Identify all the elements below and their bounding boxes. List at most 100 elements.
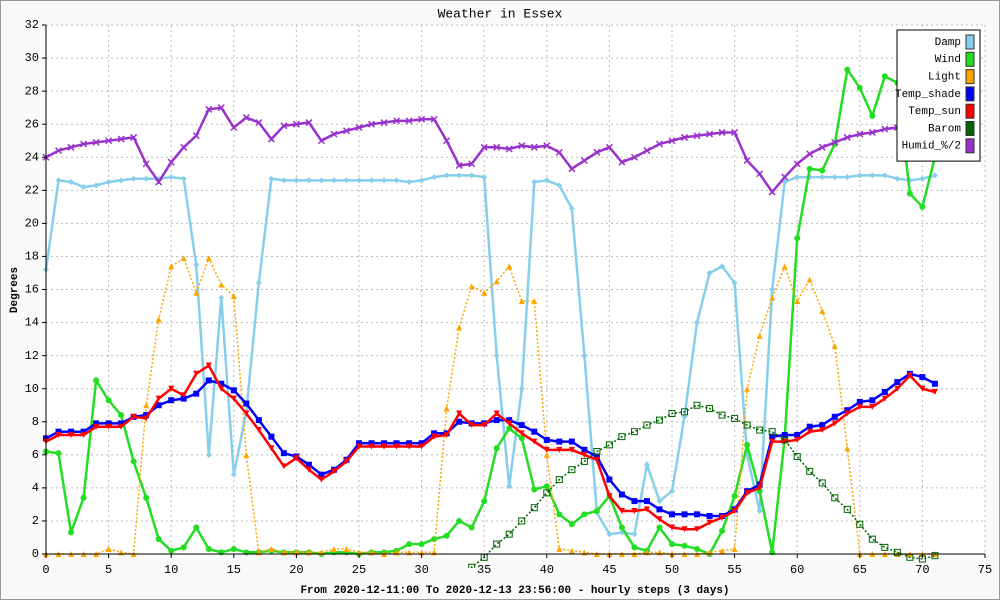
point <box>105 423 112 430</box>
point <box>719 527 726 534</box>
point <box>105 179 112 186</box>
point <box>593 453 600 460</box>
point <box>506 420 513 427</box>
point <box>343 177 350 184</box>
point <box>719 514 726 521</box>
point <box>680 133 689 141</box>
point <box>731 128 739 136</box>
point <box>881 172 888 179</box>
point <box>468 524 475 531</box>
point <box>393 177 400 184</box>
point <box>192 132 200 140</box>
point <box>693 401 701 409</box>
point <box>118 177 125 184</box>
point <box>230 546 237 553</box>
point <box>555 148 563 156</box>
point <box>668 137 676 145</box>
point <box>643 461 650 468</box>
point <box>656 506 663 513</box>
point <box>681 526 688 533</box>
point <box>168 174 175 181</box>
point <box>393 117 401 125</box>
point <box>681 511 688 518</box>
point <box>694 319 701 326</box>
point <box>605 441 613 449</box>
point <box>468 283 475 290</box>
point <box>719 263 726 270</box>
point <box>105 397 112 404</box>
point <box>518 430 525 437</box>
point <box>343 458 350 465</box>
point <box>468 172 475 179</box>
point <box>531 428 538 435</box>
point <box>92 138 100 146</box>
point <box>518 298 525 305</box>
x-tick-label: 20 <box>289 563 303 577</box>
point <box>580 457 588 465</box>
point <box>856 403 863 410</box>
point <box>168 397 175 404</box>
point <box>581 451 588 458</box>
point <box>406 443 413 450</box>
point <box>468 160 476 168</box>
point <box>80 428 87 435</box>
point <box>919 203 926 210</box>
point <box>793 160 801 168</box>
point <box>431 536 438 543</box>
point <box>556 182 563 189</box>
point <box>230 293 237 300</box>
point <box>493 143 501 151</box>
point <box>268 445 275 452</box>
point <box>618 158 626 166</box>
point <box>881 395 888 402</box>
point <box>894 175 901 182</box>
point <box>568 205 575 212</box>
point <box>881 543 889 551</box>
point <box>456 517 463 524</box>
point <box>205 362 212 369</box>
point <box>243 451 250 458</box>
point <box>355 123 363 132</box>
point <box>643 498 650 505</box>
point <box>218 380 225 387</box>
point <box>93 423 100 430</box>
point <box>769 438 776 445</box>
point <box>180 544 187 551</box>
point <box>669 488 675 495</box>
x-tick-label: 55 <box>727 563 741 577</box>
point <box>831 342 838 349</box>
point <box>255 279 262 286</box>
point <box>55 431 62 438</box>
point <box>180 143 188 151</box>
point <box>93 182 100 189</box>
point <box>431 174 438 181</box>
y-tick-label: 20 <box>25 217 39 231</box>
point <box>844 66 851 73</box>
point <box>919 374 926 381</box>
point <box>381 443 388 450</box>
point <box>468 422 475 429</box>
point <box>168 547 175 554</box>
point <box>180 392 187 399</box>
point <box>317 137 325 145</box>
point <box>330 130 338 138</box>
y-tick-label: 4 <box>32 481 39 495</box>
point <box>218 294 225 301</box>
point <box>643 421 651 429</box>
point <box>330 546 337 553</box>
point <box>418 440 425 447</box>
series-group <box>42 66 939 568</box>
y-tick-label: 18 <box>25 250 39 264</box>
point <box>230 471 237 478</box>
point <box>768 428 776 436</box>
point <box>530 143 538 151</box>
point <box>418 177 425 184</box>
point <box>781 431 788 438</box>
point <box>518 435 525 442</box>
y-tick-label: 28 <box>25 84 39 98</box>
point <box>456 418 463 425</box>
legend-swatch <box>965 121 975 136</box>
point <box>581 446 588 453</box>
